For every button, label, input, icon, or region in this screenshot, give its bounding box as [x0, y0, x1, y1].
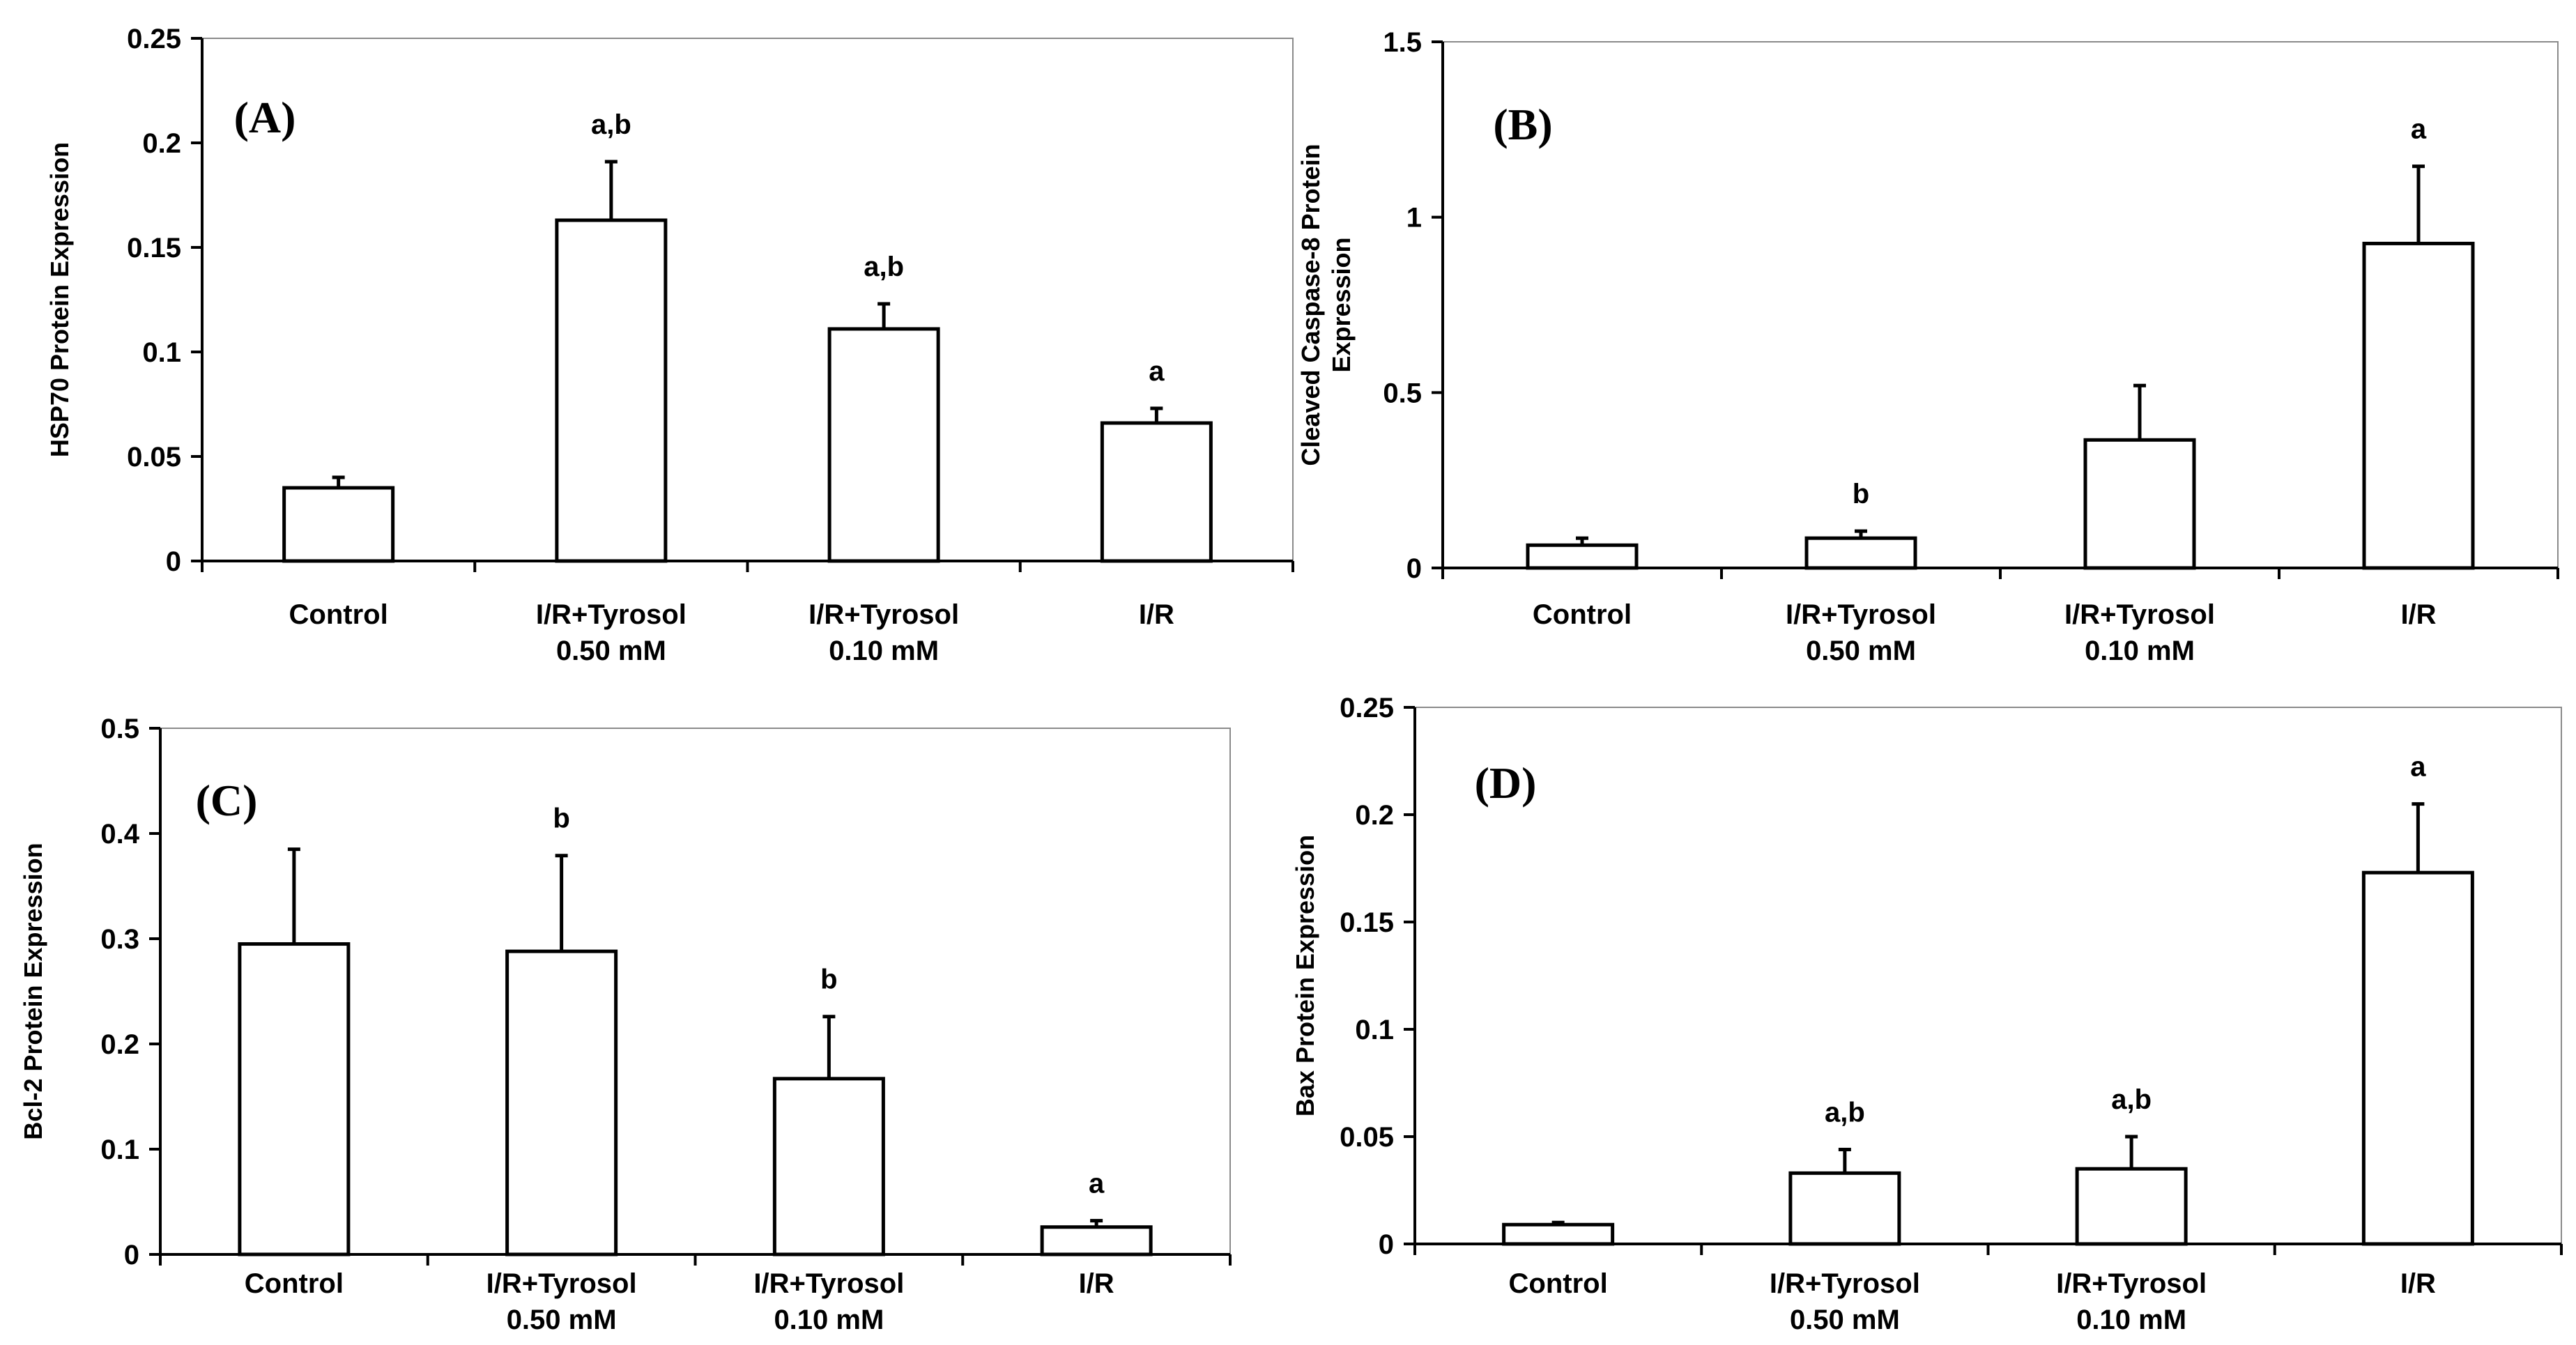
significance-label: a,b	[2111, 1084, 2152, 1115]
significance-label: a,b	[1825, 1097, 1865, 1128]
y-tick-label: 1	[1406, 203, 1422, 233]
y-axis-title: HSP70 Protein Expression	[45, 142, 74, 457]
y-axis-title: Bax Protein Expression	[1291, 835, 1319, 1116]
y-tick-label: 0.15	[1340, 907, 1394, 938]
y-tick-label: 0	[1379, 1229, 1394, 1260]
chart-panel-b: 0 0.5 1 1.5 Control b I/R+Tyrosol 0.50 mM I/R+Ty…	[1296, 27, 2559, 666]
panel-letter: (C)	[196, 776, 258, 825]
bar	[827, 327, 940, 563]
panel-letter: (B)	[1493, 100, 1552, 149]
x-category-label: 0.10 mM	[774, 1305, 884, 1335]
y-axis-title: Bcl-2 Protein Expression	[19, 843, 47, 1139]
significance-label: a,b	[864, 252, 904, 282]
y-tick-label: 0.3	[100, 924, 139, 955]
bar	[2361, 870, 2474, 1246]
y-tick-label: 0.15	[127, 233, 181, 263]
y-tick-label: 1.5	[1383, 27, 1422, 58]
x-category-label: 0.50 mM	[556, 636, 666, 666]
y-tick-label: 0	[124, 1240, 139, 1270]
y-axis-title: Expression	[1327, 237, 1356, 372]
x-category-label: I/R+Tyrosol	[2064, 599, 2215, 630]
y-tick-label: 0.2	[1355, 800, 1394, 831]
y-tick-label: 0.05	[1340, 1122, 1394, 1153]
x-category-label: Control	[289, 599, 388, 630]
y-tick-label: 0.4	[100, 819, 139, 850]
x-category-label: 0.50 mM	[1790, 1305, 1900, 1335]
y-axis-title: Cleaved Caspase-8 Protein	[1296, 144, 1325, 466]
panel-letter: (D)	[1475, 758, 1537, 808]
bar	[772, 1077, 885, 1256]
significance-label: a	[2411, 114, 2427, 145]
y-tick-label: 0.2	[100, 1029, 139, 1060]
bar	[1040, 1225, 1153, 1256]
bar	[238, 942, 351, 1256]
bar	[555, 218, 668, 563]
chart-panel-c: 0 0.1 0.2 0.3 0.4 0.5 Control b I/R+Tyrosol 0.50 …	[19, 714, 1232, 1335]
x-category-label: Control	[1533, 599, 1632, 630]
x-category-label: Control	[245, 1268, 344, 1299]
significance-label: b	[1853, 479, 1869, 509]
significance-label: b	[553, 804, 569, 834]
significance-label: a	[2410, 752, 2426, 783]
y-tick-label: 0.1	[142, 337, 181, 368]
y-tick-label: 0.1	[100, 1135, 139, 1165]
x-category-label: 0.50 mM	[1806, 636, 1916, 666]
x-category-label: I/R+Tyrosol	[536, 599, 687, 630]
panel-letter: (A)	[234, 93, 296, 142]
y-tick-label: 0.25	[127, 24, 181, 54]
x-category-label: I/R+Tyrosol	[1786, 599, 1936, 630]
x-category-label: I/R	[1079, 1268, 1114, 1299]
significance-label: a	[1149, 356, 1165, 387]
y-tick-label: 0.1	[1355, 1015, 1394, 1045]
y-tick-label: 0.2	[142, 128, 181, 159]
bar	[2075, 1167, 2188, 1246]
significance-label: a	[1089, 1169, 1105, 1199]
x-category-label: I/R+Tyrosol	[753, 1268, 904, 1299]
y-tick-label: 0.5	[100, 714, 139, 744]
x-category-label: 0.10 mM	[2085, 636, 2195, 666]
bar	[1526, 543, 1639, 570]
bar	[1100, 421, 1213, 563]
bar	[1788, 1171, 1901, 1246]
x-category-label: 0.10 mM	[829, 636, 939, 666]
significance-label: a,b	[591, 109, 631, 140]
x-category-label: I/R	[2400, 1268, 2436, 1299]
y-tick-label: 0	[1406, 553, 1422, 584]
bar	[1502, 1222, 1615, 1246]
chart-panel-d: 0 0.05 0.1 0.15 0.2 0.25 Control a,b I/R+Tyrosol…	[1291, 693, 2563, 1335]
bar	[505, 949, 618, 1256]
chart-panel-a: 0 0.05 0.1 0.15 0.2 0.25 Control a,b I/R+Tyrosol…	[45, 24, 1294, 666]
x-category-label: Control	[1509, 1268, 1608, 1299]
x-category-label: I/R+Tyrosol	[2056, 1268, 2207, 1299]
y-tick-label: 0.5	[1383, 378, 1422, 408]
bar	[2362, 241, 2475, 570]
significance-label: b	[820, 964, 837, 995]
bar	[2083, 438, 2196, 570]
x-category-label: I/R+Tyrosol	[1770, 1268, 1920, 1299]
x-category-label: I/R+Tyrosol	[486, 1268, 637, 1299]
x-category-label: I/R+Tyrosol	[808, 599, 959, 630]
x-category-label: 0.10 mM	[2076, 1305, 2186, 1335]
bar	[1804, 536, 1917, 570]
bar	[282, 486, 395, 563]
x-category-label: 0.50 mM	[507, 1305, 617, 1335]
x-category-label: I/R	[1139, 599, 1174, 630]
y-tick-label: 0.05	[127, 442, 181, 472]
y-tick-label: 0.25	[1340, 693, 1394, 723]
x-category-label: I/R	[2400, 599, 2436, 630]
y-tick-label: 0	[166, 546, 181, 577]
